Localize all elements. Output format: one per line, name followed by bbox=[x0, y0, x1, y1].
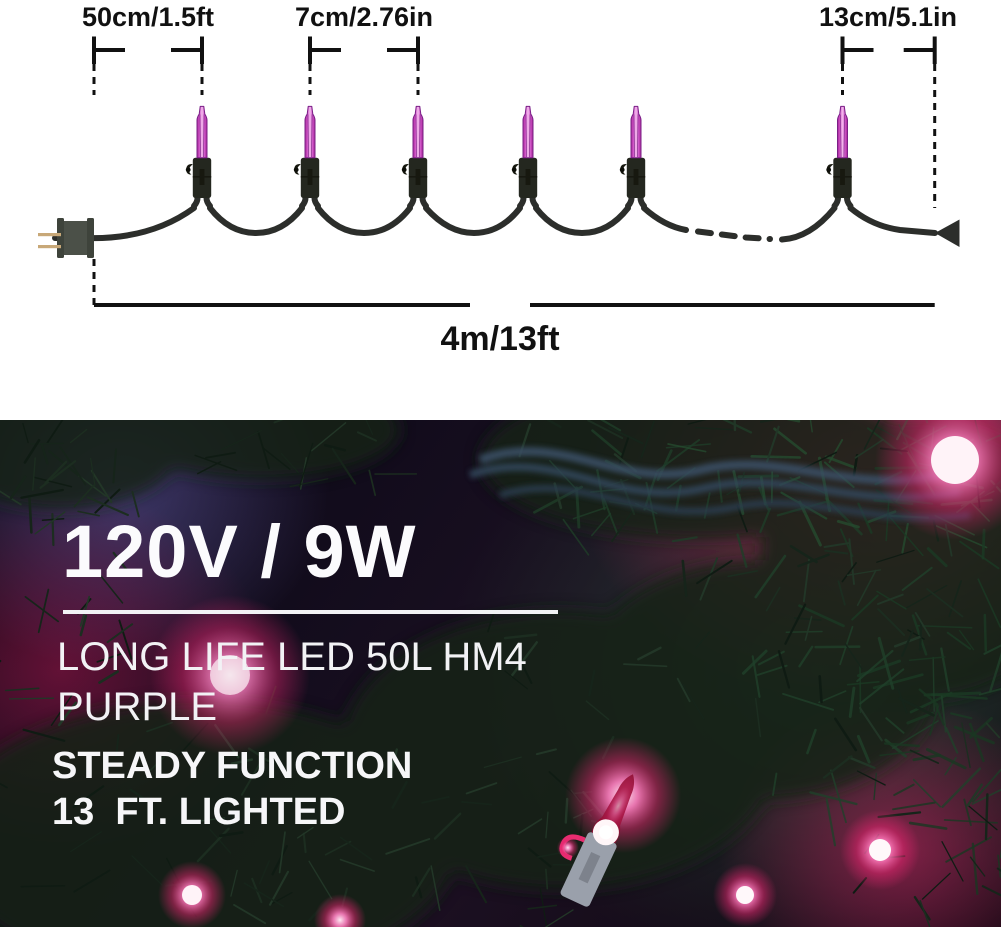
svg-text:50cm/1.5ft: 50cm/1.5ft bbox=[82, 2, 214, 32]
svg-text:4m/13ft: 4m/13ft bbox=[440, 320, 559, 358]
svg-text:13cm/5.1in: 13cm/5.1in bbox=[819, 2, 957, 32]
svg-text:7cm/2.76in: 7cm/2.76in bbox=[295, 2, 433, 32]
